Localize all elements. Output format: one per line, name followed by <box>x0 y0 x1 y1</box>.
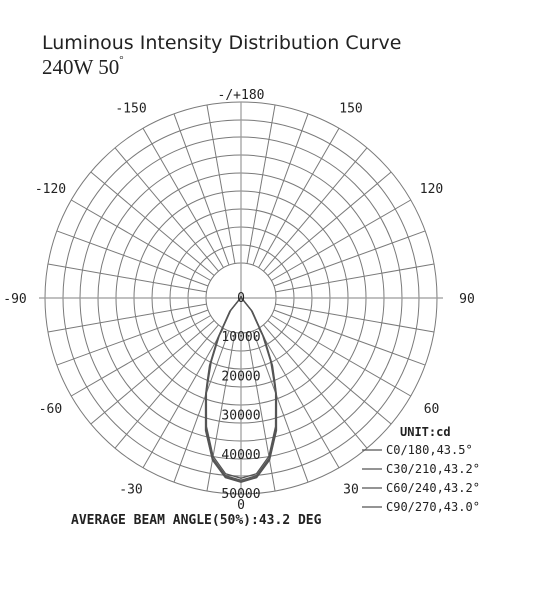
grid-spoke-320 <box>114 324 219 449</box>
grid-spoke-280 <box>47 303 207 333</box>
grid-spoke-330 <box>142 328 224 468</box>
grid-spoke-60 <box>271 315 411 397</box>
chart-subtitle: 240W 50° <box>42 54 124 80</box>
radial-tick-label: 40000 <box>221 448 260 463</box>
angle-label: 120 <box>420 182 443 197</box>
legend: UNIT:cd C0/180,43.5° C30/210,43.2° C60/240… <box>362 425 480 514</box>
angle-label: -120 <box>35 182 66 197</box>
legend-label: C0/180,43.5° <box>386 443 473 457</box>
grid-spoke-310 <box>90 320 215 425</box>
angle-labels: -/+180 150 120 90 60 30 0 -30 -60 -90 -120 -150 <box>3 88 475 513</box>
radial-tick-labels: 0 10000 20000 30000 40000 50000 <box>221 291 260 502</box>
angle-label: 0 <box>237 498 245 513</box>
unit-label: UNIT:cd <box>400 425 451 439</box>
angle-label: 150 <box>339 101 362 116</box>
grid-spoke-160 <box>252 113 309 266</box>
angle-label: -150 <box>115 101 146 116</box>
grid-spoke-50 <box>267 320 392 425</box>
grid-spoke-220 <box>114 147 219 272</box>
grid-spoke-70 <box>273 309 426 366</box>
grid-spoke-140 <box>263 147 368 272</box>
grid-spoke-20 <box>252 330 309 483</box>
grid-spoke-250 <box>56 230 209 287</box>
grid-spoke-190 <box>206 104 236 264</box>
grid-spoke-230 <box>90 171 215 276</box>
grid-spoke-150 <box>258 128 340 268</box>
angle-label: -60 <box>39 402 62 417</box>
subtitle-text: 240W 50 <box>42 55 120 79</box>
angle-label: 30 <box>343 483 359 498</box>
grid-spoke-10 <box>246 332 276 492</box>
grid-spoke-130 <box>267 171 392 276</box>
radial-tick-label: 10000 <box>221 330 260 345</box>
grid-spoke-210 <box>142 128 224 268</box>
radial-tick-label: 20000 <box>221 369 260 384</box>
angle-label: -30 <box>119 483 142 498</box>
curve-layer <box>204 297 278 483</box>
grid-spoke-100 <box>275 263 435 293</box>
polar-grid <box>39 101 443 495</box>
grid-spoke-240 <box>71 199 211 281</box>
angle-label: 60 <box>424 402 440 417</box>
grid-spoke-30 <box>258 328 340 468</box>
grid-spoke-260 <box>47 263 207 293</box>
legend-label: C30/210,43.2° <box>386 462 480 476</box>
radial-tick-label: 0 <box>237 291 245 306</box>
legend-label: C90/270,43.0° <box>386 500 480 514</box>
grid-spoke-300 <box>71 315 211 397</box>
grid-spoke-110 <box>273 230 426 287</box>
grid-spoke-80 <box>275 303 435 333</box>
grid-spoke-170 <box>246 104 276 264</box>
grid-spoke-350 <box>206 332 236 492</box>
degree-sign: ° <box>119 54 124 66</box>
grid-spoke-340 <box>173 330 230 483</box>
grid-spoke-290 <box>56 309 209 366</box>
angle-label: -90 <box>3 292 26 307</box>
legend-label: C60/240,43.2° <box>386 481 480 495</box>
radial-tick-label: 50000 <box>221 487 260 502</box>
grid-spoke-200 <box>173 113 230 266</box>
radial-tick-label: 30000 <box>221 409 260 424</box>
beam-angle-note: AVERAGE BEAM ANGLE(50%):43.2 DEG <box>71 513 322 528</box>
chart-title: Luminous Intensity Distribution Curve <box>42 32 402 54</box>
grid-spoke-40 <box>263 324 368 449</box>
angle-label: -/+180 <box>218 88 265 103</box>
grid-spoke-120 <box>271 199 411 281</box>
angle-label: 90 <box>459 292 475 307</box>
intensity-curve-3 <box>205 297 277 479</box>
